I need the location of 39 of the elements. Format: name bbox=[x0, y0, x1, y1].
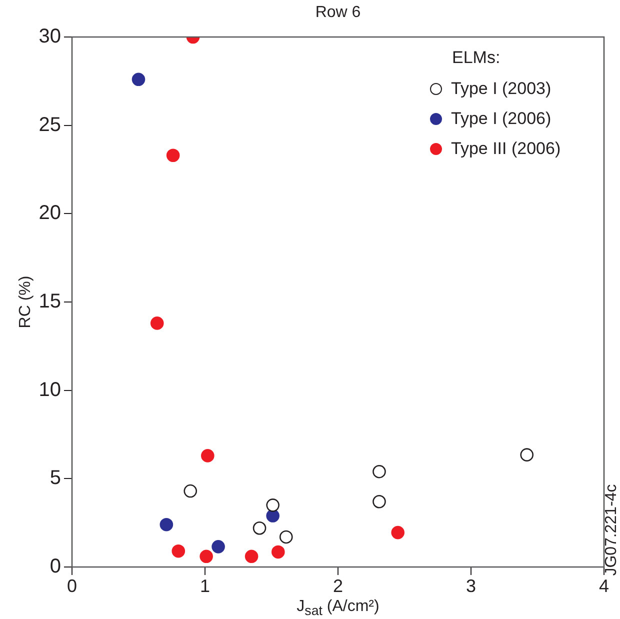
x-axis-title: J$_{sat}$ (A/cm²) bbox=[296, 598, 380, 618]
x-tick-label: 2 bbox=[332, 576, 344, 596]
point bbox=[172, 544, 186, 558]
y-tick-label: 15 bbox=[38, 290, 61, 313]
point bbox=[372, 494, 386, 508]
x-tick-label: 3 bbox=[466, 576, 476, 596]
x-tick-label: 1 bbox=[200, 576, 210, 596]
point bbox=[201, 449, 214, 462]
point bbox=[244, 550, 258, 564]
y-axis-title: RC (%) bbox=[17, 276, 35, 328]
point bbox=[266, 498, 280, 512]
chart-title: Row 6 bbox=[315, 4, 361, 22]
point bbox=[266, 509, 280, 522]
point bbox=[132, 72, 146, 86]
y-tick-label: 10 bbox=[38, 378, 61, 401]
point bbox=[200, 550, 213, 564]
point bbox=[166, 148, 180, 162]
y-tick-label: 5 bbox=[50, 467, 61, 490]
point bbox=[520, 448, 534, 462]
point bbox=[150, 316, 164, 330]
y-tick-label: 25 bbox=[38, 114, 61, 136]
y-tick-label: 30 bbox=[38, 26, 61, 48]
x-tick-label: 0 bbox=[66, 576, 78, 596]
point bbox=[212, 540, 225, 554]
x-tick-label: 4 bbox=[598, 576, 610, 596]
annotation: JG07.221-4c bbox=[603, 484, 620, 576]
point bbox=[272, 545, 285, 559]
y-tick-label: 0 bbox=[50, 556, 61, 578]
point bbox=[279, 530, 293, 544]
y-tick-label: 20 bbox=[38, 202, 61, 224]
point bbox=[372, 464, 386, 478]
legend-title: ELMs: bbox=[452, 48, 502, 68]
point bbox=[160, 518, 174, 532]
legend-label: Type III (2006) bbox=[451, 139, 561, 159]
point bbox=[184, 484, 198, 498]
point bbox=[391, 526, 404, 540]
legend-label: Type I (2006) bbox=[451, 109, 552, 129]
legend-label: Type I (2003) bbox=[451, 79, 552, 99]
point bbox=[252, 521, 266, 535]
